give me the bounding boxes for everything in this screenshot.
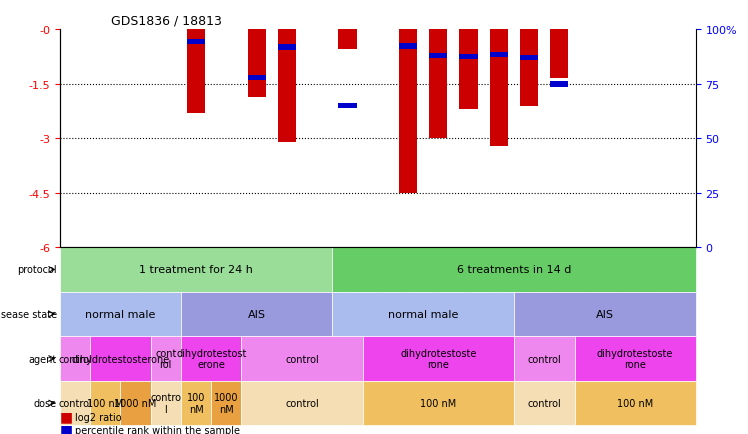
Text: agent: agent	[28, 354, 57, 364]
Text: dihydrotestoste
rone: dihydrotestoste rone	[400, 348, 476, 369]
FancyBboxPatch shape	[60, 247, 332, 292]
FancyBboxPatch shape	[242, 381, 363, 425]
Text: ■: ■	[60, 410, 73, 424]
Bar	[187, 39, 205, 45]
FancyBboxPatch shape	[514, 336, 574, 381]
Bar	[338, 104, 357, 109]
Text: 6 treatments in 14 d: 6 treatments in 14 d	[457, 265, 571, 275]
Text: control: control	[285, 354, 319, 364]
FancyBboxPatch shape	[363, 336, 514, 381]
Bar	[429, 30, 447, 139]
Text: 100
nM: 100 nM	[187, 392, 205, 414]
Text: dihydrotestoste
rone: dihydrotestoste rone	[597, 348, 673, 369]
FancyBboxPatch shape	[332, 292, 514, 336]
Text: percentile rank within the sample: percentile rank within the sample	[75, 425, 240, 434]
FancyBboxPatch shape	[60, 381, 90, 425]
FancyBboxPatch shape	[211, 381, 242, 425]
Text: AIS: AIS	[596, 309, 614, 319]
Bar	[490, 53, 508, 58]
Bar	[187, 30, 205, 114]
Bar	[520, 30, 539, 106]
Bar	[459, 55, 478, 60]
Text: control: control	[58, 354, 92, 364]
FancyBboxPatch shape	[181, 292, 332, 336]
Bar	[278, 30, 296, 143]
Bar	[551, 30, 568, 79]
FancyBboxPatch shape	[332, 247, 696, 292]
Text: GDS1836 / 18813: GDS1836 / 18813	[111, 15, 221, 28]
FancyBboxPatch shape	[574, 336, 696, 381]
Bar	[520, 56, 539, 61]
FancyBboxPatch shape	[363, 381, 514, 425]
Text: 100 nM: 100 nM	[87, 398, 123, 408]
Bar	[338, 30, 357, 50]
Bar	[248, 30, 266, 97]
Text: 1000 nM: 1000 nM	[114, 398, 157, 408]
FancyBboxPatch shape	[90, 381, 120, 425]
Text: dose: dose	[34, 398, 57, 408]
Bar	[278, 45, 296, 50]
Text: normal male: normal male	[85, 309, 156, 319]
Bar	[551, 82, 568, 87]
Bar	[490, 30, 508, 146]
Text: control: control	[285, 398, 319, 408]
Text: contro
l: contro l	[150, 392, 181, 414]
FancyBboxPatch shape	[181, 381, 211, 425]
Text: normal male: normal male	[388, 309, 459, 319]
FancyBboxPatch shape	[514, 381, 574, 425]
Text: protocol: protocol	[17, 265, 57, 275]
FancyBboxPatch shape	[90, 336, 150, 381]
FancyBboxPatch shape	[150, 336, 181, 381]
Text: ■: ■	[60, 423, 73, 434]
Text: control: control	[58, 398, 92, 408]
Text: AIS: AIS	[248, 309, 266, 319]
Text: log2 ratio: log2 ratio	[75, 412, 121, 421]
Text: 1000
nM: 1000 nM	[214, 392, 239, 414]
FancyBboxPatch shape	[60, 292, 181, 336]
FancyBboxPatch shape	[181, 336, 242, 381]
Text: control: control	[527, 354, 561, 364]
FancyBboxPatch shape	[514, 292, 696, 336]
FancyBboxPatch shape	[150, 381, 181, 425]
Text: 1 treatment for 24 h: 1 treatment for 24 h	[139, 265, 253, 275]
Bar	[248, 76, 266, 81]
Bar	[399, 44, 417, 49]
Bar	[429, 54, 447, 59]
Text: disease state: disease state	[0, 309, 57, 319]
Text: 100 nM: 100 nM	[617, 398, 653, 408]
Bar	[399, 30, 417, 193]
Text: dihydrotestost
erone: dihydrotestost erone	[176, 348, 246, 369]
FancyBboxPatch shape	[120, 381, 150, 425]
Text: control: control	[527, 398, 561, 408]
Text: 100 nM: 100 nM	[420, 398, 456, 408]
Text: cont
rol: cont rol	[155, 348, 177, 369]
FancyBboxPatch shape	[574, 381, 696, 425]
FancyBboxPatch shape	[242, 336, 363, 381]
FancyBboxPatch shape	[60, 336, 90, 381]
Bar	[459, 30, 478, 110]
Text: dihydrotestosterone: dihydrotestosterone	[71, 354, 170, 364]
